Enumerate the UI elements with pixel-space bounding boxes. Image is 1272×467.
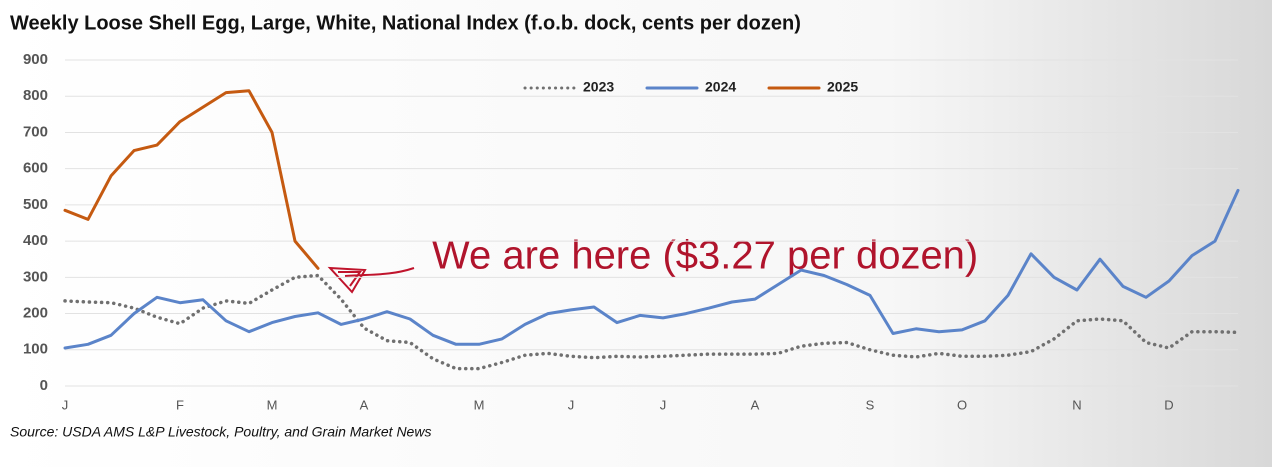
- chart-title: Weekly Loose Shell Egg, Large, White, Na…: [10, 12, 801, 34]
- series-line: [63, 89, 320, 270]
- y-tick-label: 600: [23, 160, 48, 177]
- x-tick-label: A: [360, 397, 369, 412]
- legend-label: 2024: [705, 79, 736, 95]
- y-tick-label: 400: [23, 232, 48, 249]
- x-tick-label: M: [267, 397, 278, 412]
- x-tick-label: J: [568, 397, 575, 412]
- x-tick-label: J: [660, 397, 667, 412]
- series-line: [63, 188, 1240, 350]
- y-tick-label: 800: [23, 87, 48, 104]
- source-note: Source: USDA AMS L&P Livestock, Poultry,…: [10, 424, 431, 440]
- x-tick-label: A: [751, 397, 760, 412]
- x-tick-label: M: [474, 397, 485, 412]
- y-tick-label: 500: [23, 196, 48, 213]
- annotation-arrow: [327, 266, 415, 294]
- y-tick-label: 900: [23, 51, 48, 68]
- legend-label: 2023: [583, 79, 614, 95]
- plot-area: 0 100 200 300 400 500 600 700 800 900 J F M A M J J A S O N D…: [23, 51, 1240, 412]
- x-tick-label: D: [1164, 397, 1173, 412]
- annotation: We are here ($3.27 per dozen): [432, 234, 978, 278]
- y-tick-label: 200: [23, 305, 48, 322]
- y-tick-label: 300: [23, 268, 48, 285]
- x-tick-label: F: [176, 397, 184, 412]
- y-tick-label: 100: [23, 341, 48, 358]
- y-tick-label: 700: [23, 123, 48, 140]
- legend-label: 2025: [827, 79, 858, 95]
- x-tick-label: S: [866, 397, 875, 412]
- series-line: [63, 273, 1240, 371]
- x-tick-label: N: [1072, 397, 1081, 412]
- x-tick-label: O: [957, 397, 967, 412]
- y-tick-label: 0: [40, 377, 48, 394]
- x-tick-label: J: [62, 397, 69, 412]
